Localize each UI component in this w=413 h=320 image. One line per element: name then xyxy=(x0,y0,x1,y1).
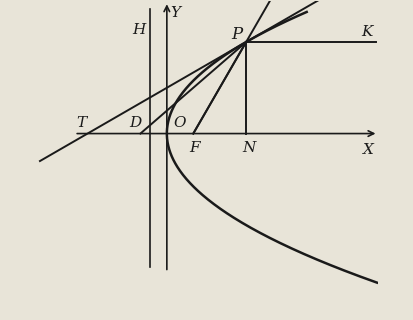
Text: T: T xyxy=(76,116,86,130)
Text: N: N xyxy=(242,141,256,156)
Text: F: F xyxy=(190,141,200,156)
Text: P: P xyxy=(231,26,242,43)
Text: D: D xyxy=(129,116,141,130)
Text: H: H xyxy=(133,23,146,37)
Text: X: X xyxy=(363,143,374,157)
Text: K: K xyxy=(361,26,373,39)
Text: Y: Y xyxy=(170,6,180,20)
Text: O: O xyxy=(173,116,186,130)
